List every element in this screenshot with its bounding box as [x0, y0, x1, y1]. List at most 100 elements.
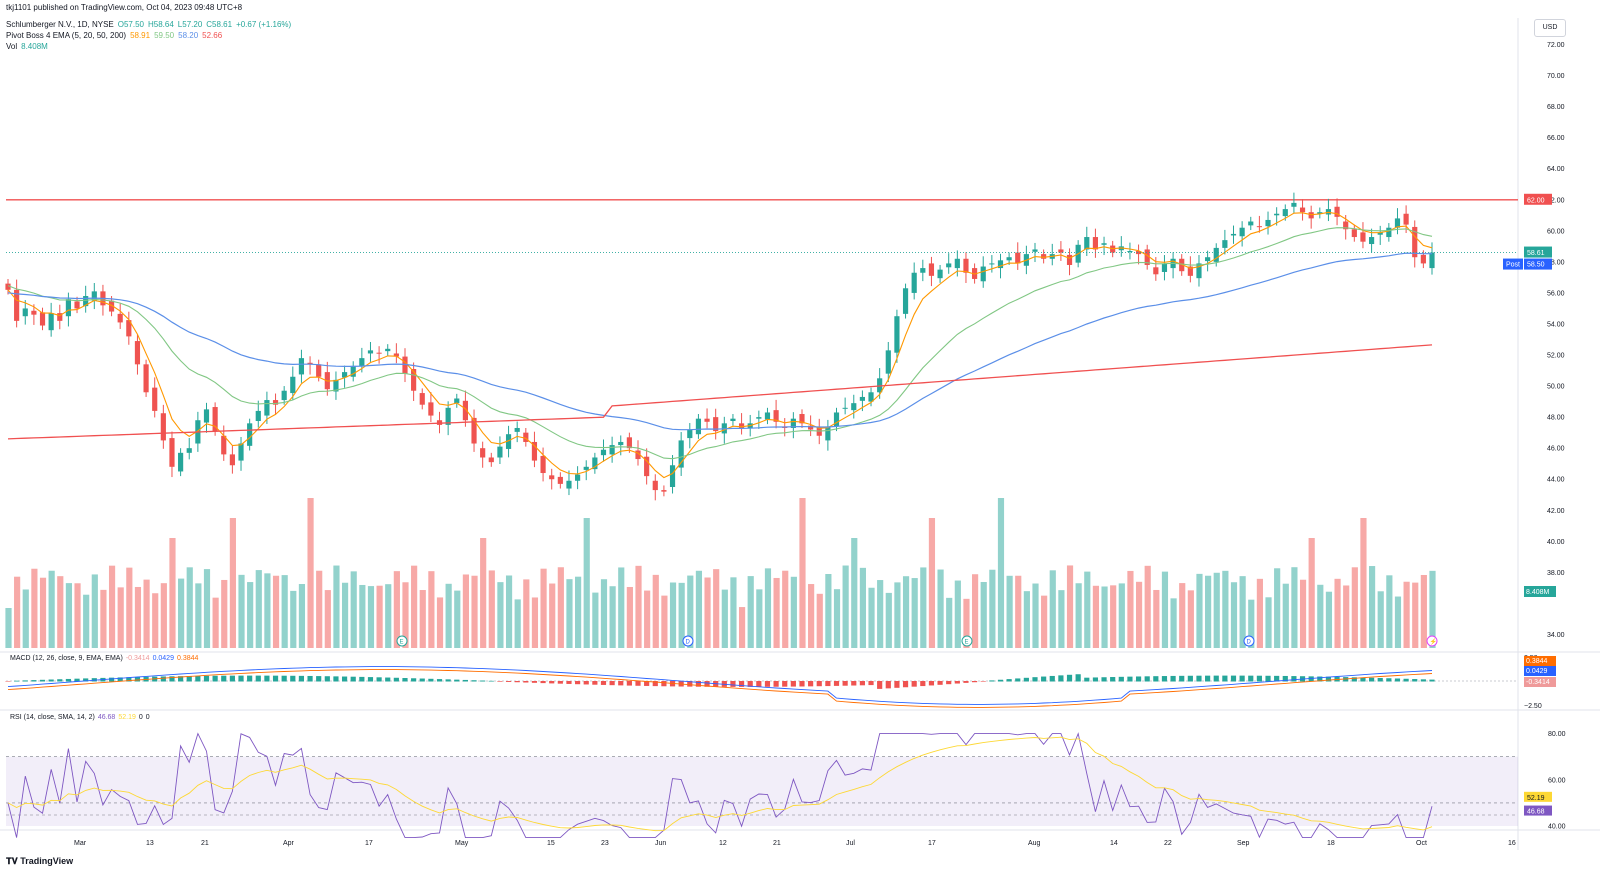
volume-bar: [963, 598, 970, 648]
macd-hist-bar: [1213, 675, 1219, 682]
candle-body: [989, 263, 995, 265]
candle-body: [661, 490, 667, 492]
macd-hist-bar: [393, 677, 399, 682]
vol-label[interactable]: Vol: [6, 42, 18, 51]
candle: [1308, 205, 1314, 229]
rsi-tag: [1524, 805, 1552, 816]
volume-bar: [454, 590, 461, 648]
macd-line: [7, 666, 1433, 705]
volume-bar: [5, 608, 12, 648]
volume-bar: [402, 582, 409, 648]
volume-bar: [1230, 582, 1238, 648]
macd-hist-bar: [531, 681, 538, 683]
candle-body: [126, 320, 132, 337]
volume-bar: [911, 578, 918, 648]
ohlc-change: +0.67 (+1.16%): [236, 20, 292, 29]
price-tick-label: 60.00: [1547, 228, 1565, 235]
price-tick-label: 56.00: [1547, 290, 1565, 297]
volume-bar: [1196, 573, 1203, 648]
macd-hist-bar: [195, 675, 201, 682]
time-tick-label: 18: [1327, 840, 1335, 847]
ema-label[interactable]: Pivot Boss 4 EMA (5, 20, 50, 200): [6, 31, 127, 40]
candle: [799, 409, 805, 428]
candle-body: [480, 448, 486, 458]
candle-body: [1041, 254, 1047, 259]
macd-value-tag: [1524, 666, 1556, 676]
volume-bar: [341, 582, 349, 648]
macd-hist-bar: [583, 681, 589, 685]
volume-bar: [946, 597, 953, 648]
candle-body: [894, 316, 900, 353]
price-tick-label: 58.00: [1547, 259, 1565, 266]
candle: [169, 431, 175, 478]
candle-body: [808, 425, 814, 430]
volume-bar: [411, 565, 418, 648]
macd-hist-bar: [1274, 675, 1280, 682]
candle: [1317, 207, 1323, 219]
macd-hist-bar: [333, 676, 339, 682]
candle: [1239, 221, 1245, 247]
candle-body: [1274, 213, 1280, 216]
symbol-name[interactable]: Schlumberger N.V., 1D, NYSE: [6, 20, 114, 29]
volume-bar: [885, 592, 892, 648]
rsi-extra-2: 0: [145, 714, 150, 721]
candle: [920, 259, 926, 282]
volume-bar: [203, 569, 211, 648]
candle: [669, 455, 676, 494]
volume-bar: [531, 597, 539, 648]
ema50-value: 58.20: [178, 31, 199, 40]
candle-body: [997, 260, 1004, 269]
price-tick-label: 50.00: [1547, 384, 1565, 391]
candle: [22, 300, 28, 325]
volume-bar: [1110, 585, 1117, 648]
volume-bar: [462, 574, 469, 648]
candle: [126, 311, 132, 345]
candle-body: [704, 418, 710, 422]
candle-body: [160, 413, 166, 441]
post-price-label: 58.50: [1527, 262, 1545, 269]
candle-body: [644, 456, 650, 477]
candle-body: [152, 387, 158, 411]
macd-hist-bar: [557, 681, 563, 684]
candle-body: [669, 465, 676, 487]
macd-hist-bar: [980, 681, 986, 682]
candle: [1248, 216, 1254, 231]
macd-hist-bar: [229, 675, 235, 682]
candle-body: [471, 417, 477, 444]
rsi-label[interactable]: RSI (14, close, SMA, 14, 2): [10, 714, 95, 721]
volume-bar: [738, 607, 746, 648]
volume-bar: [868, 587, 875, 648]
candle: [773, 399, 779, 429]
time-tick-label: 17: [928, 840, 936, 847]
volume-bar: [1058, 590, 1065, 648]
candle-body: [307, 362, 313, 365]
candle-body: [738, 423, 745, 428]
time-tick-label: 23: [601, 840, 609, 847]
macd-hist-bar: [350, 676, 356, 682]
candle: [583, 460, 589, 481]
candle-body: [48, 313, 54, 331]
volume-tag: [1524, 586, 1556, 597]
candle: [618, 435, 624, 456]
event-marker-icon: [396, 635, 408, 647]
candle-body: [212, 407, 218, 432]
candle-body: [264, 400, 270, 416]
candle: [1412, 220, 1418, 268]
candle-body: [488, 457, 494, 463]
time-tick-label: 14: [1110, 840, 1118, 847]
macd-hist-bar: [359, 676, 365, 682]
volume-bar: [65, 583, 73, 648]
macd-hist-bar: [1135, 676, 1142, 682]
candle-body: [14, 289, 20, 321]
macd-hist-bar: [1041, 676, 1047, 682]
candle-body: [868, 392, 874, 402]
currency-button[interactable]: USD: [1534, 19, 1566, 37]
tradingview-logo[interactable]: 𝐓𝐕 TradingView: [6, 856, 73, 867]
macd-label[interactable]: MACD (12, 26, close, 9, EMA, EMA): [10, 655, 123, 662]
candle: [488, 452, 494, 467]
volume-bar: [1351, 567, 1358, 648]
candle-body: [1299, 207, 1306, 213]
volume-bar: [1006, 575, 1013, 648]
macd-hist-bar: [902, 681, 909, 688]
